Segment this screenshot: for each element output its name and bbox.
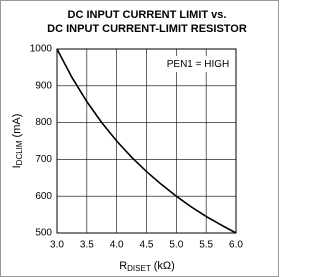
chart-title: DC INPUT CURRENT LIMIT vs. (68, 9, 227, 21)
x-tick-label: 3.0 (50, 240, 64, 251)
label-unit: (mA) (11, 114, 23, 138)
chart: DC INPUT CURRENT LIMIT vs. DC INPUT CURR… (0, 0, 279, 277)
x-tick-label: 4.5 (140, 240, 154, 251)
label-main: R (119, 260, 127, 272)
y-tick-label: 500 (35, 228, 52, 239)
x-axis-label: RDISET (kΩ) (119, 260, 175, 273)
y-tick-label: 800 (35, 117, 52, 128)
x-tick-label: 6.0 (229, 240, 243, 251)
plot-border (56, 48, 237, 234)
label-unit: (kΩ) (154, 260, 175, 272)
y-tick-label: 900 (35, 80, 52, 91)
annotation-box (163, 56, 234, 72)
label-sub: DISET (127, 264, 151, 273)
chart-title: DC INPUT CURRENT-LIMIT RESISTOR (47, 23, 247, 35)
y-tick-label: 700 (35, 154, 52, 165)
x-tick-label: 5.0 (169, 240, 183, 251)
x-tick-label: 3.5 (80, 240, 94, 251)
label-main: I (11, 165, 23, 168)
y-axis-label: IDCLIM (mA) (11, 114, 24, 169)
y-tick-label: 1000 (30, 44, 53, 55)
y-tick-label: 600 (35, 191, 52, 202)
x-tick-label: 5.5 (199, 240, 213, 251)
label-sub: DCLIM (15, 140, 24, 165)
x-tick-label: 4.0 (110, 240, 124, 251)
annotation: PEN1 = HIGH (167, 59, 230, 70)
line (56, 48, 237, 234)
